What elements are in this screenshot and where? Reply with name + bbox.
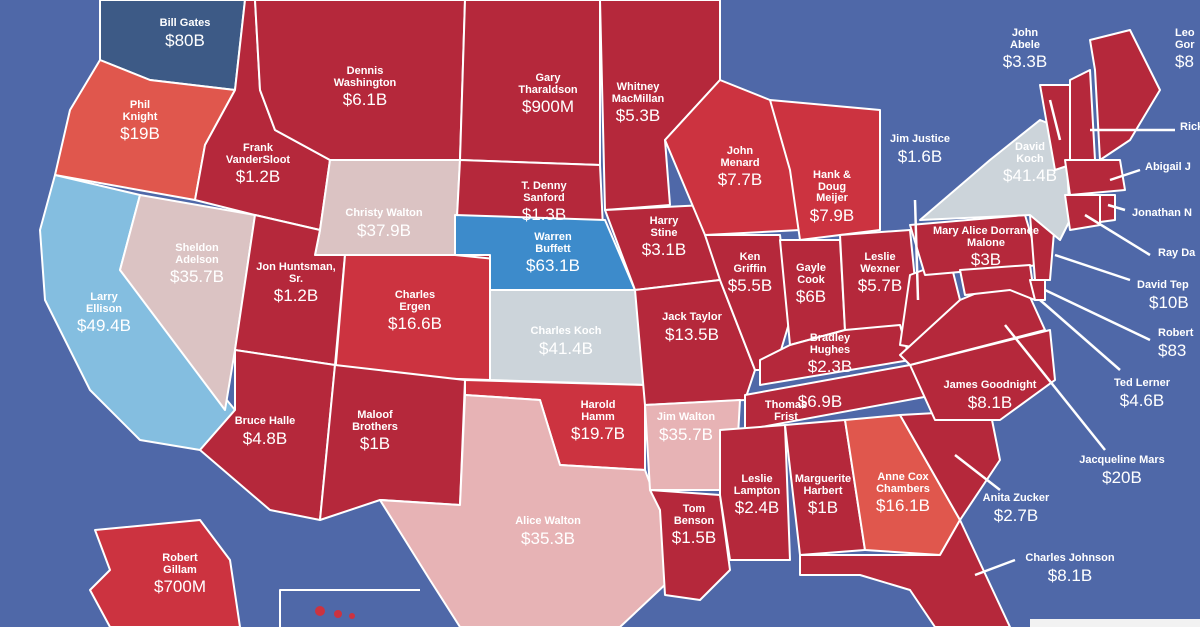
leader-line-nj bbox=[1054, 253, 1131, 282]
leader-line-md bbox=[1039, 299, 1121, 371]
state-ks bbox=[489, 289, 646, 386]
state-ak bbox=[89, 519, 241, 627]
state-in bbox=[779, 239, 846, 346]
state-nd bbox=[459, 0, 601, 166]
leader-line-wv bbox=[913, 199, 920, 301]
leader-line-fl bbox=[974, 558, 1016, 577]
leader-line-va bbox=[1004, 324, 1106, 451]
state-ma bbox=[1064, 159, 1126, 196]
state-wy bbox=[314, 159, 461, 256]
state-ct bbox=[1064, 194, 1101, 231]
state-nc bbox=[909, 329, 1056, 421]
hawaii-island bbox=[349, 613, 355, 619]
leader-line-ct bbox=[1084, 213, 1151, 257]
state-md bbox=[959, 264, 1036, 301]
hawaii-island bbox=[315, 606, 325, 616]
leader-line-ma bbox=[1109, 168, 1141, 182]
state-nh bbox=[1069, 69, 1096, 166]
leader-line-ri bbox=[1107, 203, 1126, 212]
state-va bbox=[899, 274, 1046, 366]
state-ky bbox=[759, 324, 911, 386]
state-fl bbox=[799, 519, 1011, 627]
state-de bbox=[1029, 279, 1046, 301]
state-nm bbox=[319, 364, 466, 521]
state-me bbox=[1089, 29, 1161, 161]
hawaii-inset-frame bbox=[279, 589, 420, 627]
state-co bbox=[334, 254, 491, 381]
state-mo bbox=[634, 279, 756, 406]
state-ms bbox=[719, 424, 791, 561]
state-mt bbox=[254, 0, 466, 161]
leader-line-sc bbox=[954, 454, 1001, 491]
state-tx bbox=[379, 394, 671, 627]
state-nv bbox=[119, 194, 256, 411]
bottom-corner-panel bbox=[1030, 619, 1200, 627]
leader-line-vt bbox=[1048, 99, 1062, 141]
state-ri bbox=[1099, 194, 1116, 223]
leader-line-de bbox=[1044, 288, 1151, 342]
hawaii-island bbox=[334, 610, 342, 618]
